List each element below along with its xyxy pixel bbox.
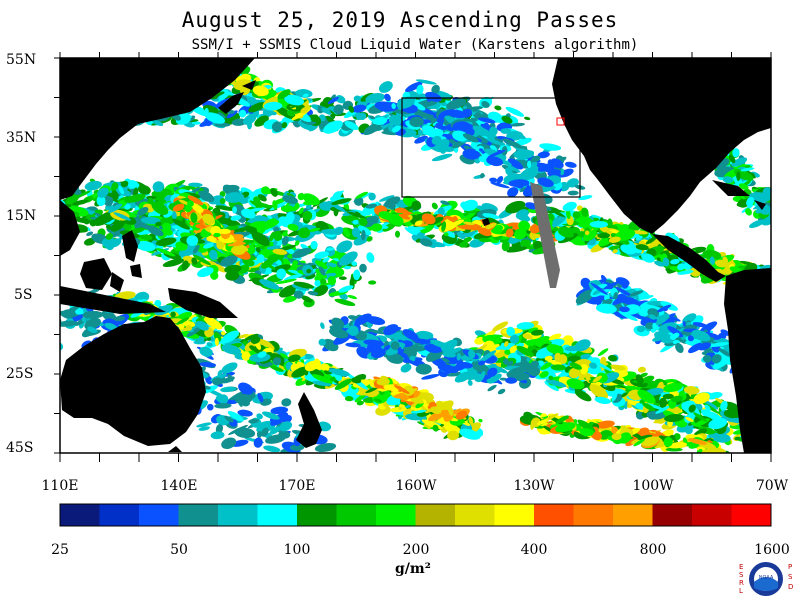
map-subtitle: SSM/I + SSMIS Cloud Liquid Water (Karste…	[191, 37, 639, 53]
australia	[60, 316, 206, 446]
colorbar-segment	[494, 504, 535, 526]
colorbar-units: g/m²	[395, 561, 431, 577]
colorbar-segment	[573, 504, 614, 526]
lat-label: 5S	[14, 287, 33, 303]
colorbar-segment	[613, 504, 653, 526]
colorbar-segment	[652, 504, 693, 526]
philippines	[122, 230, 142, 278]
indochina	[60, 200, 80, 256]
logo-center-text: NOAA	[759, 575, 774, 581]
colorbar-segment	[178, 504, 219, 526]
lon-label: 170E	[278, 478, 316, 494]
colorbar-label: 200	[402, 542, 430, 558]
caribbean-islands	[712, 180, 766, 210]
lon-label: 140E	[160, 478, 198, 494]
lon-label: 130W	[513, 478, 555, 494]
lat-label: 55N	[6, 52, 37, 68]
logo-letter-left: E	[739, 563, 743, 571]
location-marker	[556, 117, 565, 126]
colorbar-segment	[534, 504, 574, 526]
colorbar-segment	[336, 504, 377, 526]
colorbar-label: 50	[170, 542, 188, 558]
borneo	[80, 258, 112, 290]
colorbar-segment	[731, 504, 772, 526]
lat-label: 35N	[6, 130, 37, 146]
logo-letter-left: L	[739, 587, 743, 595]
new-zealand	[296, 392, 322, 448]
lon-label: 160W	[395, 478, 437, 494]
north-america	[552, 58, 771, 234]
lon-label: 110E	[41, 478, 79, 494]
subset-box	[401, 97, 581, 198]
noaa-logo: E S R L NOAA P S D	[739, 562, 793, 596]
map-ticks	[54, 52, 772, 462]
logo-letter-right: D	[788, 583, 793, 591]
logo-letter-right: S	[788, 573, 793, 581]
colorbar-label: 100	[283, 542, 311, 558]
colorbar-segment	[139, 504, 179, 526]
lat-label: 45S	[6, 440, 34, 456]
south-america	[724, 268, 771, 453]
colorbar-label: 400	[520, 542, 548, 558]
colorbar-segment	[297, 504, 337, 526]
new-guinea	[168, 288, 238, 318]
colorbar-segment	[455, 504, 495, 526]
colorbar-segment	[218, 504, 258, 526]
colorbar-segment	[99, 504, 140, 526]
japan-islands	[218, 80, 256, 114]
colorbar-frame	[59, 503, 772, 527]
land-masses	[60, 58, 771, 453]
colorbar-label: 25	[51, 542, 69, 558]
asia-landmass	[60, 58, 255, 200]
tasmania	[168, 446, 182, 452]
logo-letter-left: R	[739, 579, 744, 587]
map-title: August 25, 2019 Ascending Passes	[181, 8, 619, 32]
indonesia	[60, 272, 166, 314]
hawaii	[482, 218, 490, 226]
colorbar-segment	[60, 504, 100, 526]
lon-label: 100W	[632, 478, 674, 494]
central-america	[652, 234, 726, 282]
colorbar-segment	[376, 504, 416, 526]
colorbar-segment	[692, 504, 732, 526]
lon-label: 70W	[755, 478, 789, 494]
colorbar-segment	[415, 504, 456, 526]
lat-label: 25S	[6, 366, 34, 382]
colorbar-segment	[257, 504, 298, 526]
colorbar-label: 1600	[754, 542, 790, 558]
logo-letter-right: P	[788, 563, 792, 571]
lat-label: 15N	[6, 208, 37, 224]
colorbar-label: 800	[639, 542, 667, 558]
colorbar	[59, 503, 772, 527]
logo-letter-left: S	[739, 571, 744, 579]
swath-gap	[530, 182, 560, 288]
